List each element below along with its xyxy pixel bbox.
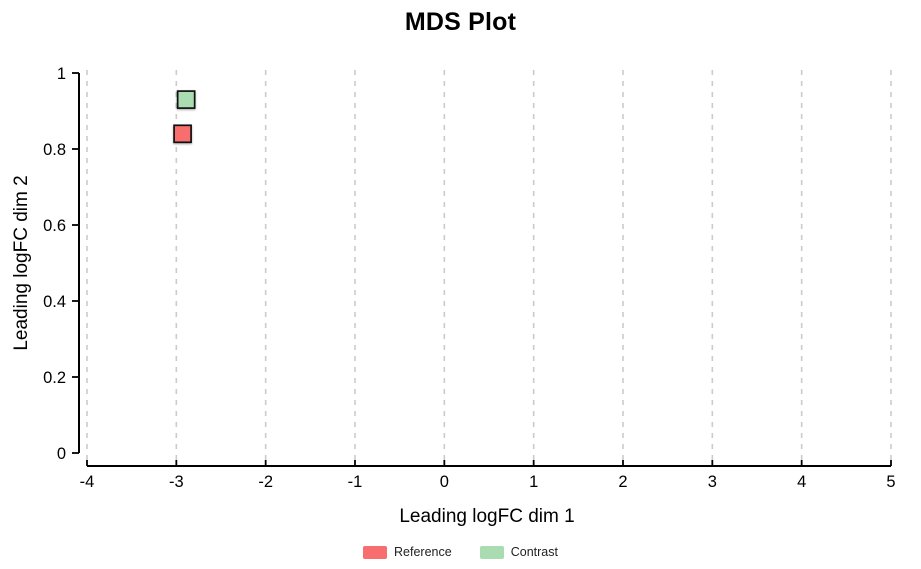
x-tick-label: 1 bbox=[529, 473, 538, 491]
x-tick-label: -4 bbox=[80, 473, 95, 491]
x-tick-label: 3 bbox=[708, 473, 717, 491]
x-tick-label: 4 bbox=[797, 473, 806, 491]
x-axis-label: Leading logFC dim 1 bbox=[399, 506, 575, 527]
x-tick-label: 0 bbox=[440, 473, 449, 491]
legend-label-reference: Reference bbox=[394, 545, 452, 559]
y-tick-label: 0.8 bbox=[43, 141, 66, 159]
x-tick-label: 2 bbox=[618, 473, 627, 491]
chart-title: MDS Plot bbox=[404, 8, 517, 36]
x-tick-label: -3 bbox=[169, 473, 184, 491]
legend-label-contrast: Contrast bbox=[510, 545, 558, 559]
chart-legend: Reference Contrast bbox=[0, 545, 921, 559]
y-tick-label: 1 bbox=[57, 65, 66, 83]
y-tick-label: 0.4 bbox=[43, 293, 66, 311]
legend-swatch-reference bbox=[363, 545, 388, 559]
y-axis-label: Leading logFC dim 2 bbox=[11, 175, 32, 351]
y-tick-label: 0.6 bbox=[43, 217, 66, 235]
legend-item-contrast[interactable]: Contrast bbox=[479, 545, 558, 559]
legend-swatch-contrast bbox=[479, 545, 504, 559]
data-point-contrast[interactable] bbox=[176, 90, 196, 109]
y-tick-label: 0 bbox=[57, 445, 66, 463]
y-tick-label: 0.2 bbox=[43, 369, 66, 387]
x-tick-label: -2 bbox=[258, 473, 273, 491]
x-tick-label: 5 bbox=[886, 473, 895, 491]
x-tick-label: -1 bbox=[348, 473, 363, 491]
legend-item-reference[interactable]: Reference bbox=[363, 545, 452, 559]
data-point-reference[interactable] bbox=[173, 124, 192, 144]
